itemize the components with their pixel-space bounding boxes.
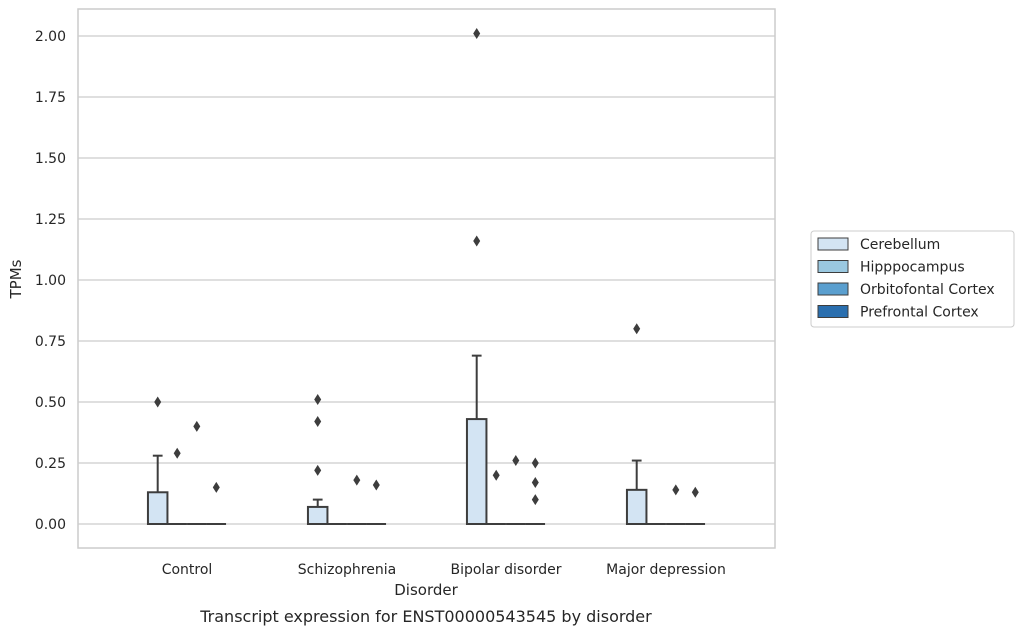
outlier-point — [212, 481, 220, 493]
y-tick-label: 0.25 — [35, 456, 66, 472]
box-2-1 — [347, 474, 367, 525]
outlier-point — [473, 235, 481, 247]
box-1-2 — [486, 469, 506, 525]
y-tick-label: 0.50 — [35, 395, 66, 411]
legend-item: Orbitofontal Cortex — [817, 282, 995, 298]
y-tick-label: 0.75 — [35, 334, 66, 350]
legend-frame — [810, 230, 1015, 328]
x-tick-label: Schizophrenia — [298, 562, 396, 578]
outlier-point — [353, 474, 361, 486]
outlier-point — [173, 447, 181, 459]
plot-frame — [77, 8, 776, 549]
box-body — [465, 418, 488, 525]
box-2-2 — [506, 455, 526, 525]
legend-item: Hipppocampus — [817, 260, 965, 276]
x-tick-label: Bipolar disorder — [450, 562, 561, 578]
box-3-3 — [685, 486, 706, 525]
legend-swatch — [817, 305, 849, 318]
outlier-point — [691, 486, 699, 498]
box-1-0 — [167, 447, 187, 525]
box-2-0 — [187, 420, 207, 525]
y-tick-label: 1.75 — [35, 90, 66, 106]
box-2-3 — [666, 484, 686, 525]
outlier-point — [473, 28, 481, 40]
outlier-point — [372, 479, 380, 491]
outlier-point — [531, 457, 539, 469]
legend-swatch — [817, 237, 849, 251]
box-body — [625, 488, 648, 525]
outlier-point — [314, 416, 322, 428]
y-tick-label: 2.00 — [35, 29, 66, 45]
outlier-point — [314, 464, 322, 476]
legend-items: Cerebellum Hipppocampus Orbitofontal Corte… — [817, 237, 995, 321]
x-axis-title: Disorder — [394, 581, 458, 599]
y-tick-label: 1.00 — [35, 273, 66, 289]
box-body — [306, 505, 329, 526]
box-0-2 — [465, 28, 488, 525]
legend-label: Cerebellum — [860, 237, 940, 253]
outlier-point — [154, 396, 162, 408]
outlier-point — [193, 420, 201, 432]
legend-label: Prefrontal Cortex — [860, 305, 979, 321]
box-plot-series — [146, 28, 706, 526]
outlier-point — [531, 477, 539, 489]
outlier-point — [314, 394, 322, 406]
grid-lines — [78, 35, 775, 525]
y-tick-label: 1.25 — [35, 212, 66, 228]
box-0-1 — [306, 394, 329, 526]
outlier-point — [531, 494, 539, 506]
box-3-1 — [366, 479, 387, 525]
legend-label: Hipppocampus — [860, 260, 965, 276]
outlier-point — [512, 455, 520, 467]
y-tick-label: 1.50 — [35, 151, 66, 167]
y-axis-ticks: 0.00 0.25 0.50 0.75 1.00 1.25 1.50 1.75 2.00 — [35, 29, 66, 533]
legend-label: Orbitofontal Cortex — [860, 282, 995, 298]
box-0-0 — [146, 396, 169, 525]
legend-swatch — [817, 260, 849, 273]
legend: Cerebellum Hipppocampus Orbitofontal Corte… — [810, 230, 1015, 328]
box-3-2 — [525, 457, 546, 525]
legend-swatch — [817, 282, 849, 296]
y-tick-label: 0.00 — [35, 517, 66, 533]
outlier-point — [633, 323, 641, 335]
box-0-3 — [625, 323, 648, 525]
legend-item: Prefrontal Cortex — [817, 305, 979, 321]
legend-item: Cerebellum — [817, 237, 940, 253]
outlier-point — [672, 484, 680, 496]
chart-title: Transcript expression for ENST0000054354… — [199, 607, 652, 626]
box-body — [146, 491, 169, 525]
outlier-point — [492, 469, 500, 481]
x-axis-ticks: Control Schizophrenia Bipolar disorder Majo… — [162, 562, 726, 578]
x-tick-label: Control — [162, 562, 213, 578]
box-3-0 — [206, 481, 227, 525]
y-axis-title: TPMs — [7, 259, 25, 299]
x-tick-label: Major depression — [606, 562, 726, 578]
